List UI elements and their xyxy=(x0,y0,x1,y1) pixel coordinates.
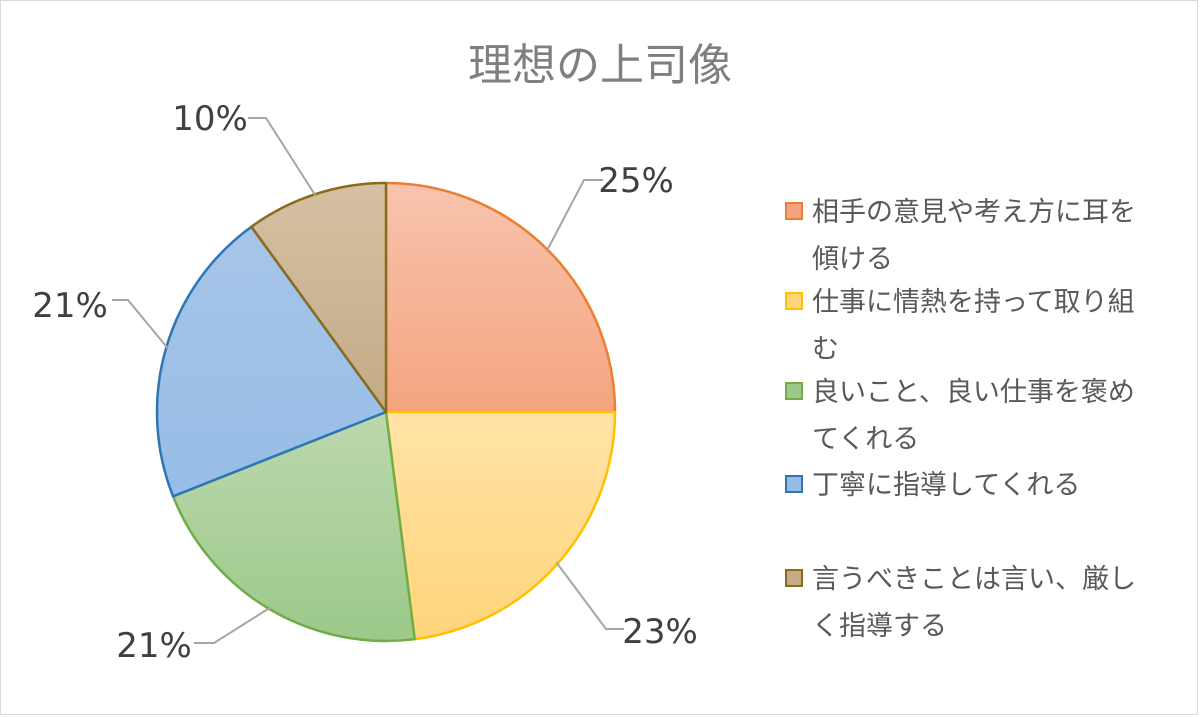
data-labels: 25% 23% 21% 21% 10% xyxy=(32,99,698,666)
data-label-4: 21% xyxy=(32,286,108,326)
leader-line-2 xyxy=(555,561,624,630)
legend-marker-1 xyxy=(785,202,803,220)
legend-label-5-line-1: 言うべきことは言い、厳し xyxy=(812,564,1136,595)
leader-line-1 xyxy=(545,179,603,252)
pie-slice-2 xyxy=(384,410,617,641)
data-label-1: 25% xyxy=(598,161,674,201)
legend-label-3-line-2: てくれる xyxy=(812,424,919,455)
legend-marker-2 xyxy=(785,292,803,310)
legend-label-3-line-1: 良いこと、良い仕事を褒め xyxy=(812,377,1135,408)
legend-label-2-line-2: む xyxy=(812,334,839,365)
legend-label-4-line-1: 丁寧に指導してくれる xyxy=(812,470,1080,501)
data-label-2: 23% xyxy=(622,612,698,652)
leader-lines xyxy=(112,117,624,644)
legend-item-4: 丁寧に指導してくれる xyxy=(785,470,1080,501)
leader-line-3 xyxy=(194,606,271,644)
leader-line-4 xyxy=(112,299,169,350)
data-label-5: 10% xyxy=(172,99,248,139)
legend-label-2-line-1: 仕事に情熱を持って取り組 xyxy=(812,287,1135,318)
data-label-3: 21% xyxy=(116,626,192,666)
leader-line-5 xyxy=(248,117,317,197)
legend: 相手の意見や考え方に耳を傾ける仕事に情熱を持って取り組む良いこと、良い仕事を褒め… xyxy=(785,197,1136,642)
legend-label-5-line-2: く指導する xyxy=(812,611,947,642)
legend-marker-5 xyxy=(785,569,803,587)
pie-slice-1 xyxy=(384,181,617,414)
chart-title: 理想の上司像 xyxy=(468,40,732,91)
legend-label-1-line-1: 相手の意見や考え方に耳を xyxy=(812,197,1136,228)
legend-marker-3 xyxy=(785,382,803,400)
pie-slice-4 xyxy=(155,225,388,498)
pie-slices xyxy=(155,181,617,643)
legend-marker-4 xyxy=(785,475,803,493)
legend-label-1-line-2: 傾ける xyxy=(812,244,893,275)
